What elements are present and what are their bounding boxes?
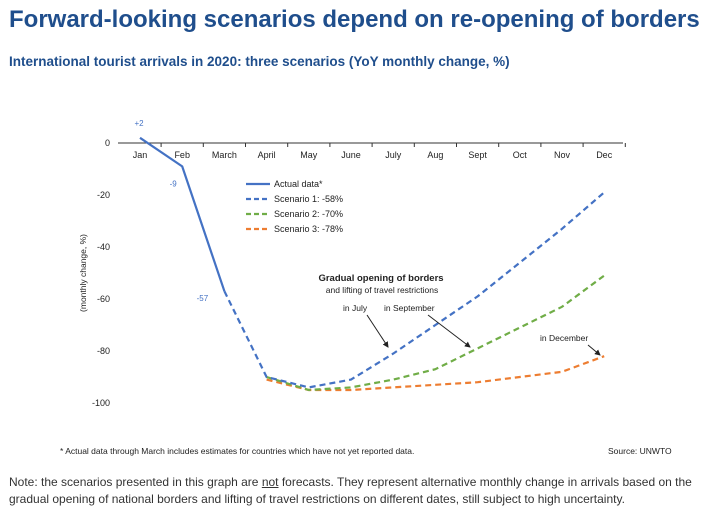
series-line <box>139 136 226 292</box>
annotation-arrow-december <box>587 344 601 356</box>
annotation-july: in July <box>343 303 368 313</box>
x-tick-label: July <box>385 150 402 160</box>
source-credit: Source: UNWTO <box>608 446 672 456</box>
series-line <box>266 355 605 392</box>
note-text-underlined: not <box>261 475 279 489</box>
annotation-arrow-july <box>366 314 389 348</box>
annotation-september: in September <box>384 303 435 313</box>
x-tick-label: April <box>258 150 276 160</box>
chart-title: Forward-looking scenarios depend on re-o… <box>9 6 700 33</box>
x-tick-label: Sept <box>468 150 487 160</box>
data-label: +2 <box>134 119 144 128</box>
legend: Actual data* Scenario 1: -58% Scenario 2: … <box>246 179 343 234</box>
x-tick-label: Oct <box>513 150 528 160</box>
series-lines: +2 -9 -57 <box>134 119 605 392</box>
annotation-arrow-september <box>427 314 471 348</box>
annotation-subheading: and lifting of travel restrictions <box>326 285 438 295</box>
y-tick-label: -80 <box>97 346 110 356</box>
y-axis-title: (monthly change, %) <box>78 234 88 312</box>
note-text-end: forecasts. They represent alternative mo… <box>9 475 692 506</box>
legend-label: Actual data* <box>274 179 323 189</box>
legend-label: Scenario 3: -78% <box>274 224 343 234</box>
legend-label: Scenario 1: -58% <box>274 194 343 204</box>
y-tick-label: -20 <box>97 190 110 200</box>
chart-subtitle: International tourist arrivals in 2020: … <box>9 54 510 69</box>
footnote: * Actual data through March includes est… <box>60 446 415 456</box>
data-label: -9 <box>170 179 178 188</box>
x-tick-label: Jan <box>133 150 148 160</box>
y-tick-label: 0 <box>105 138 110 148</box>
line-chart: Jan Feb March April May June July Aug Sept Oct Nov… <box>78 119 626 408</box>
series-line <box>223 191 605 389</box>
series-line <box>266 274 605 392</box>
note-text-start: Note: the scenarios presented in this gr… <box>9 475 262 489</box>
y-tick-label: -60 <box>97 294 110 304</box>
y-tick-label: -100 <box>92 398 110 408</box>
note-paragraph: Note: the scenarios presented in this gr… <box>9 474 721 508</box>
x-tick-label: June <box>341 150 361 160</box>
x-tick-label: Aug <box>427 150 443 160</box>
legend-label: Scenario 2: -70% <box>274 209 343 219</box>
x-tick-label: May <box>300 150 318 160</box>
x-tick-label: Feb <box>174 150 190 160</box>
annotation-heading: Gradual opening of borders <box>318 273 443 284</box>
x-tick-label: Dec <box>596 150 613 160</box>
axes: Jan Feb March April May June July Aug Sept Oct Nov… <box>78 138 626 408</box>
y-tick-label: -40 <box>97 242 110 252</box>
x-tick-label: March <box>212 150 237 160</box>
x-tick-label: Nov <box>554 150 571 160</box>
data-label: -57 <box>197 294 209 303</box>
annotation-december: in December <box>540 333 588 343</box>
